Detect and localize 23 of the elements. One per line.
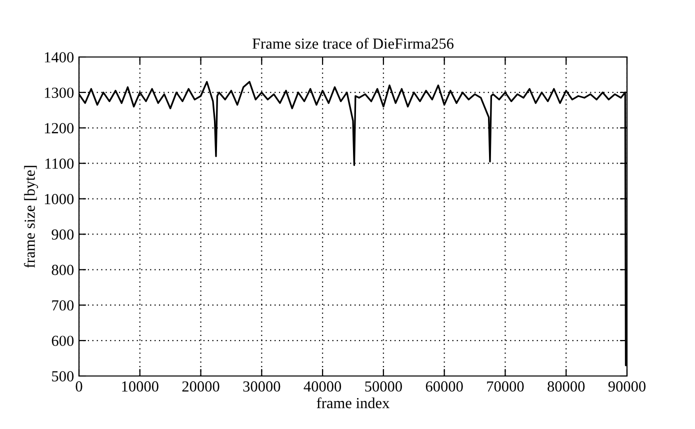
y-axis-title: frame size [byte] — [24, 166, 38, 268]
x-tick-label: 70000 — [487, 381, 524, 392]
y-tick-label: 1000 — [44, 194, 74, 204]
x-tick-label: 40000 — [304, 381, 342, 392]
y-tick-label: 1300 — [44, 88, 74, 98]
x-tick-label: 90000 — [608, 381, 646, 392]
y-tick-label: 900 — [52, 229, 74, 240]
x-tick-label: 50000 — [365, 381, 402, 392]
y-tick-label: 1100 — [46, 158, 74, 169]
y-tick-label: 600 — [52, 336, 74, 346]
y-tick-label: 1400 — [44, 52, 74, 62]
x-tick-label: 30000 — [243, 381, 280, 392]
chart-title: Frame size trace of DieFirma256 — [252, 38, 454, 49]
x-axis-title: frame index — [316, 397, 390, 408]
x-tick-label: 60000 — [426, 381, 463, 392]
x-tick-label: 20000 — [182, 381, 220, 392]
x-tick-label: 0 — [76, 381, 82, 392]
x-tick-label: 80000 — [548, 381, 585, 392]
y-tick-label: 1200 — [44, 123, 74, 134]
y-tick-label: 700 — [52, 300, 74, 311]
y-tick-label: 500 — [52, 371, 74, 382]
y-tick-label: 800 — [52, 264, 74, 276]
x-tick-label: 10000 — [122, 381, 158, 392]
